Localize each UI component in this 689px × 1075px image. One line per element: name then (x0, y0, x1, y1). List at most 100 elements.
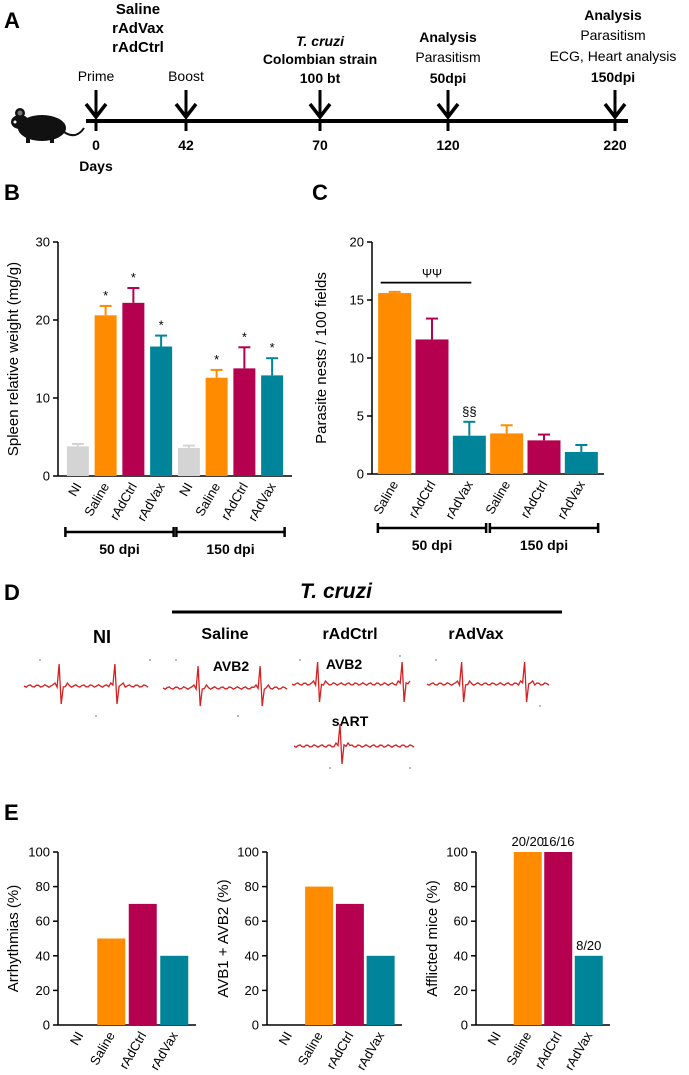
event-boost-label: Boost (168, 68, 204, 84)
ecg-grid-dot (237, 715, 239, 717)
x-category-label: NI (275, 1029, 294, 1048)
analysis-50-title: Analysis (419, 29, 477, 45)
ecg-trace-sart (293, 723, 415, 765)
x-category-label: rAdCtrl (323, 1029, 356, 1072)
y-tick-label: 0 (357, 467, 364, 482)
bar-annotation: * (214, 352, 219, 367)
day-70-label: 70 (312, 137, 328, 153)
ecg-grid-dot (95, 715, 97, 717)
x-category-label: rAdCtrl (116, 1029, 149, 1072)
ecg-col-ni: NI (93, 627, 111, 647)
y-tick-label: 100 (446, 845, 468, 860)
group-radctrl-label: rAdCtrl (112, 39, 164, 56)
bar-saline (94, 315, 117, 476)
x-category-label: Saline (503, 1029, 534, 1068)
group-bracket-label: 50 dpi (412, 537, 452, 553)
bar-saline (378, 293, 412, 474)
y-axis-label: Spleen relative weight (mg/g) (5, 262, 22, 456)
bar-radctrl (335, 903, 364, 1025)
bar-saline (97, 938, 126, 1025)
y-tick-label: 40 (36, 948, 50, 963)
group-radvax-label: rAdVax (112, 20, 164, 37)
panel-c-label: C (312, 180, 328, 205)
bar-radvax (366, 955, 395, 1025)
bar-saline (513, 852, 542, 1025)
bar-radctrl (233, 368, 256, 476)
bar-annotation: * (242, 329, 247, 344)
panel-b-label: B (4, 180, 20, 205)
y-tick-label: 0 (252, 1018, 259, 1033)
y-tick-label: 15 (350, 293, 364, 308)
analysis-150-line2: ECG, Heart analysis (550, 48, 677, 64)
ecg-col-saline: Saline (201, 626, 248, 643)
panel-e-label: E (4, 800, 19, 825)
event-prime-label: Prime (78, 68, 115, 84)
ecg-grid-dot (539, 705, 541, 707)
chart-afflicted-mice: 0 20 40 60 80 100 Afflicted mice (%) NI 20/20 Sal… (424, 834, 610, 1073)
bar-radvax (150, 346, 173, 476)
ecg-grid-dot (149, 659, 151, 661)
x-category-label: NI (484, 1029, 503, 1048)
y-axis-label: Parasite nests / 100 fields (313, 272, 330, 444)
y-tick-label: 40 (454, 948, 468, 963)
day-220-label: 220 (603, 137, 627, 153)
x-category-label: NI (65, 480, 84, 499)
x-category-label: rAdVax (147, 1029, 181, 1073)
y-tick-label: 60 (454, 914, 468, 929)
y-tick-label: 80 (36, 879, 50, 894)
days-label: Days (79, 158, 113, 174)
y-axis-label: AVB1 + AVB2 (%) (215, 879, 232, 997)
y-tick-label: 100 (237, 845, 259, 860)
x-category-label: rAdVax (442, 478, 476, 522)
bar-radvax (160, 955, 189, 1025)
y-tick-label: 100 (28, 845, 50, 860)
ecg-trace-saline (162, 665, 288, 707)
infection-strain: Colombian strain (263, 51, 377, 67)
y-axis-label: Afflicted mice (%) (424, 880, 441, 996)
y-tick-label: 20 (36, 313, 50, 328)
ecg-infection-title: T. cruzi (300, 580, 373, 603)
x-category-label: Saline (87, 1029, 118, 1068)
bar-ni (177, 447, 200, 476)
bar-saline (205, 377, 228, 476)
bar-annotation: * (103, 288, 108, 303)
ecg-trace-radctrl (291, 661, 411, 703)
ecg-label-avb2-saline: AVB2 (213, 658, 250, 674)
x-category-label: rAdVax (562, 1029, 596, 1073)
bar-ni (66, 446, 89, 476)
bar-radvax (261, 375, 284, 476)
group-bracket-label: 50 dpi (99, 541, 139, 557)
x-category-label: Saline (482, 478, 513, 517)
analysis-50-dpi: 50dpi (430, 70, 467, 86)
panel-a: A Saline rAdVax rAdCtrl Prime 0 Days Boo… (4, 1, 676, 174)
chart-arrhythmias: 0 20 40 60 80 100 Arrhythmias (%) NI SalinerAdCt… (5, 845, 196, 1073)
panel-a-label: A (4, 8, 20, 33)
down-arrow-icon (436, 90, 460, 120)
infection-title: T. cruzi (296, 33, 345, 49)
analysis-50-line1: Parasitism (415, 49, 480, 65)
y-tick-label: 20 (350, 235, 364, 250)
y-tick-label: 10 (350, 351, 364, 366)
y-tick-label: 60 (245, 914, 259, 929)
bar-annotation: 16/16 (542, 834, 575, 849)
ecg-grid-dot (329, 767, 331, 769)
x-category-label: NI (176, 480, 195, 499)
y-tick-label: 80 (454, 879, 468, 894)
bar-annotation: 8/20 (576, 938, 601, 953)
x-category-label: Saline (295, 1029, 326, 1068)
group-bracket-label: 150 dpi (520, 537, 568, 553)
ecg-label-avb2-radctrl: AVB2 (326, 656, 363, 672)
ecg-grid-dot (409, 767, 411, 769)
analysis-150-title: Analysis (584, 7, 642, 23)
bar-saline (490, 433, 524, 474)
ecg-col-radctrl: rAdCtrl (322, 626, 377, 643)
ecg-trace-radvax (426, 661, 550, 703)
x-category-label: rAdVax (245, 480, 279, 524)
bar-saline (305, 886, 334, 1025)
panel-d-label: D (4, 580, 20, 605)
infection-dose: 100 bt (300, 70, 341, 86)
chart-avb: 0 20 40 60 80 100 AVB1 + AVB2 (%) NI SalinerAdCt… (215, 845, 402, 1073)
bar-radctrl (122, 302, 145, 476)
significance-label: ΨΨ (422, 267, 442, 281)
y-axis-label: Arrhythmias (%) (5, 885, 22, 993)
